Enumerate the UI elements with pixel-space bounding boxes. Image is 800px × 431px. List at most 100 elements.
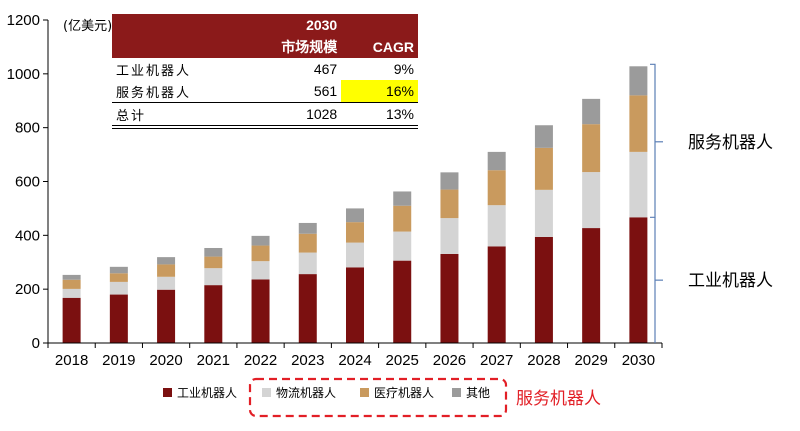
bar-segment — [62, 297, 81, 343]
y-tick-label: 1200 — [7, 12, 40, 29]
legend-swatch — [452, 388, 461, 397]
bar-segment — [157, 276, 176, 290]
x-tick-label: 2029 — [574, 352, 607, 369]
table-row-value: 467 — [313, 61, 338, 77]
table-header-blank-3 — [112, 36, 241, 58]
brace-label-industrial: 工业机器人 — [688, 271, 773, 291]
y-tick-label: 200 — [15, 281, 40, 298]
bar-segment — [62, 279, 81, 289]
y-tick-label: 600 — [15, 174, 40, 191]
service-group-box — [248, 377, 508, 418]
table-row-name: 工业机器人 — [116, 63, 192, 79]
x-tick-label: 2026 — [433, 352, 466, 369]
market-size-table: 2030 市场规模 CAGR 工业机器人 467 9% 服务机器人 561 16… — [112, 14, 418, 129]
table-row-cagr: 16% — [341, 80, 418, 103]
bar-segment — [582, 124, 601, 173]
table-header-cagr: CAGR — [372, 39, 414, 55]
bar-segment — [487, 246, 506, 343]
table-row: 服务机器人 561 16% — [112, 80, 418, 103]
bar-segment — [534, 125, 553, 148]
table-row-name: 服务机器人 — [116, 85, 192, 101]
bar-segment — [251, 261, 270, 280]
x-tick-label: 2027 — [480, 352, 513, 369]
y-axis: 0 200 400 600 800 1000 1200 — [7, 12, 49, 352]
legend-label: 医疗机器人 — [374, 386, 434, 400]
legend-swatch — [360, 388, 369, 397]
y-tick-label: 400 — [15, 227, 40, 244]
table-row-name: 总计 — [112, 102, 242, 129]
bar-segment — [629, 95, 648, 152]
bar-segment — [440, 218, 459, 254]
bar-segment — [204, 247, 223, 257]
bar-segment — [346, 208, 364, 223]
y-tick-label: 800 — [15, 120, 40, 137]
bar-segment — [157, 289, 176, 343]
bar-segment — [393, 205, 412, 232]
bar-segment — [440, 253, 459, 343]
x-tick-label: 2022 — [244, 352, 277, 369]
bar-segment — [109, 266, 128, 274]
bar-segment — [534, 189, 553, 237]
table-header-row-1: 2030 — [112, 14, 418, 36]
legend-label: 物流机器人 — [276, 386, 336, 400]
bar-segment — [157, 257, 176, 265]
y-unit-label: (亿美元) — [63, 19, 112, 34]
table-row-cagr: 9% — [393, 61, 414, 77]
table-row: 工业机器人 467 9% — [112, 58, 418, 80]
bar-segment — [109, 294, 128, 343]
bar-segment — [204, 285, 223, 343]
legend-swatch — [262, 388, 271, 397]
service-group-label: 服务机器人 — [516, 389, 601, 409]
bar-segment — [582, 172, 601, 229]
bar-segment — [157, 264, 176, 277]
bar-segment — [109, 281, 128, 295]
bar-segment — [629, 66, 648, 96]
bar-segment — [346, 242, 364, 268]
table-row-cagr: 13% — [341, 102, 418, 129]
legend: 工业机器人 物流机器人 医疗机器人 其他 服务机器人 — [163, 377, 601, 418]
bar-segment — [393, 231, 412, 261]
table-header-market: 市场规模 — [281, 39, 338, 55]
bar-segment — [629, 151, 648, 218]
bar-segment — [582, 228, 601, 343]
bar-segment — [109, 273, 128, 282]
table-row-total: 总计 1028 13% — [112, 102, 418, 129]
legend-label: 其他 — [466, 386, 490, 400]
brace-label-service: 服务机器人 — [688, 133, 773, 153]
y-tick-label: 1000 — [7, 66, 40, 83]
table-row-value: 561 — [313, 83, 338, 99]
bar-segment — [298, 274, 317, 343]
y-tick-label: 0 — [32, 335, 40, 352]
x-tick-label: 2018 — [55, 352, 88, 369]
x-tick-label: 2030 — [622, 352, 655, 369]
x-axis: 2018 2019 2020 2021 2022 2023 2024 2025 2026 2027… — [47, 342, 663, 369]
x-tick-label: 2021 — [197, 352, 230, 369]
bar-segment — [346, 222, 364, 243]
bar-segment — [393, 260, 412, 343]
bar-segment — [534, 236, 553, 343]
bar-segment — [629, 217, 648, 343]
bar-segment — [440, 189, 459, 219]
bar-segment — [487, 151, 506, 171]
bar-segment — [346, 267, 364, 343]
table-header-blank-2 — [341, 14, 418, 36]
table-row-value: 1028 — [241, 102, 342, 129]
bar-segment — [440, 172, 459, 190]
table-header-year: 2030 — [306, 17, 338, 33]
bar-segment — [582, 98, 601, 125]
bar-segment — [251, 279, 270, 343]
x-tick-label: 2019 — [102, 352, 135, 369]
x-tick-label: 2020 — [149, 352, 182, 369]
x-tick-label: 2028 — [527, 352, 560, 369]
bar-segment — [393, 191, 412, 206]
legend-label: 工业机器人 — [177, 386, 237, 400]
bar-segment — [204, 256, 223, 269]
x-tick-label: 2024 — [338, 352, 371, 369]
bar-segment — [534, 147, 553, 190]
x-tick-label: 2025 — [386, 352, 419, 369]
bars — [62, 66, 648, 343]
bar-segment — [62, 274, 81, 280]
bar-segment — [204, 268, 223, 286]
